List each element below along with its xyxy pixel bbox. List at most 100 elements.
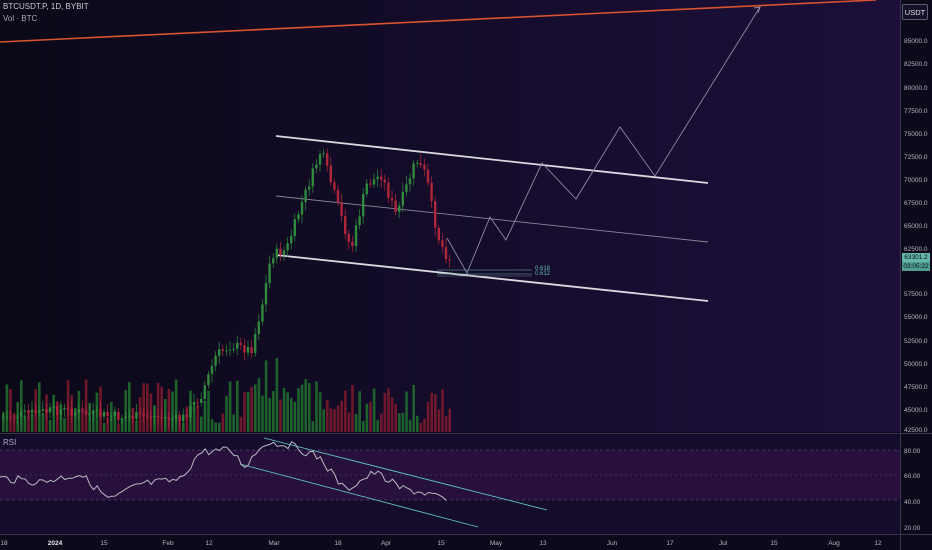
volume-bar [437,409,441,432]
projection-arrowhead [753,6,761,14]
volume-bar [128,382,131,432]
channel-middle-line[interactable] [275,195,709,243]
candle-body [444,246,448,260]
candle-body [5,416,8,418]
candle-body [347,233,350,242]
candle-body [171,418,174,420]
candle-body [160,416,163,418]
volume-bar [329,408,333,432]
candle-body [419,163,422,165]
candle-body [297,214,300,220]
candle-body [380,176,383,180]
candle-body [27,410,30,413]
rsi-tick-label: 20.00 [904,525,921,532]
volume-bar [448,408,451,432]
time-tick-label: Feb [162,540,174,547]
volume-legend[interactable]: Vol · BTC [3,14,38,23]
candle-body [239,342,242,346]
channel-lower-line[interactable] [275,254,709,302]
candle-body [167,417,170,420]
price-axis[interactable]: 85000.0 82500.0 80000.0 77500.0 75000.0 72500… [904,38,928,434]
candle-body [275,248,278,259]
volume-bar [275,358,279,432]
volume-bar [218,422,221,432]
candle-body [52,406,55,408]
candle-body [268,263,271,284]
price-tick-label: 52500.0 [904,338,928,345]
rsi-line [0,440,447,501]
candle-body [41,409,44,411]
volume-bar [293,401,297,432]
volume-bar [192,406,196,432]
price-tick-label: 75000.0 [904,131,928,138]
volume-bar [326,400,329,432]
candle-body [351,241,354,246]
main-pane-background [0,0,900,432]
volume-bar [430,392,433,432]
candle-body [74,412,77,416]
long-term-trendline[interactable] [0,0,877,43]
price-tick-label: 42500.0 [904,427,928,434]
candle-body [48,407,52,413]
candle-body [164,417,167,419]
time-tick-label: 18 [0,540,8,547]
candle-body [344,216,347,234]
rsi-legend[interactable]: RSI [3,438,17,447]
time-axis[interactable]: 18 2024 15 Feb 12 Mar 18 Apr 15 May 13 Jun 17 Jul 15 Au… [0,540,882,547]
candle-body [182,414,185,422]
channel-upper-line[interactable] [275,135,709,184]
candle-body [369,183,372,185]
volume-bar [250,386,253,432]
volume-bar [383,392,387,432]
volume-bar [272,391,275,432]
rsi-tick-label: 40.00 [904,499,921,506]
symbol-legend[interactable]: BTCUSDT.P, 1D, BYBIT [3,2,89,11]
candle-body [257,321,260,334]
candle-body [362,194,365,217]
candle-body [387,182,390,198]
volume-bar [146,383,149,432]
volume-bar [225,395,228,432]
candle-body [45,409,48,413]
candle-body [254,333,257,353]
candle-body [322,153,325,155]
candle-body [156,416,160,418]
volume-bar [171,391,174,432]
candle-body [250,346,253,353]
candle-body [113,412,116,416]
volume-bar [207,390,210,432]
volume-bar [221,413,225,432]
volume-bar [394,403,397,432]
currency-button[interactable]: USDT [902,4,928,20]
volume-bar [232,414,235,432]
volume-bar [257,378,261,432]
candle-body [66,408,70,410]
volume-bar [297,388,300,432]
rsi-axis[interactable]: 80.00 60.00 40.00 20.00 [904,448,921,532]
price-tick-label: 82500.0 [904,61,928,68]
candle-body [228,349,232,351]
volume-bar [117,423,120,432]
projection-path[interactable] [446,6,761,275]
volume-bar [344,390,347,432]
candle-body [92,410,95,414]
price-tick-label: 67500.0 [904,200,928,207]
candle-body [329,165,332,183]
volume-bar [228,381,232,432]
time-tick-label: 15 [770,540,778,547]
candle-body [77,409,80,413]
volume-bar [5,384,9,432]
candle-body [372,179,376,185]
volume-bar [182,423,185,432]
volume-bar [63,418,66,432]
volume-bar [254,384,257,432]
candle-body [20,411,23,417]
candle-body [261,304,264,322]
candle-body [394,200,397,212]
rsi-channel-upper[interactable] [263,437,548,511]
volume-bar [106,417,109,432]
rsi-channel-lower[interactable] [239,463,479,528]
volume-bar [243,392,246,432]
candle-body [286,243,289,251]
